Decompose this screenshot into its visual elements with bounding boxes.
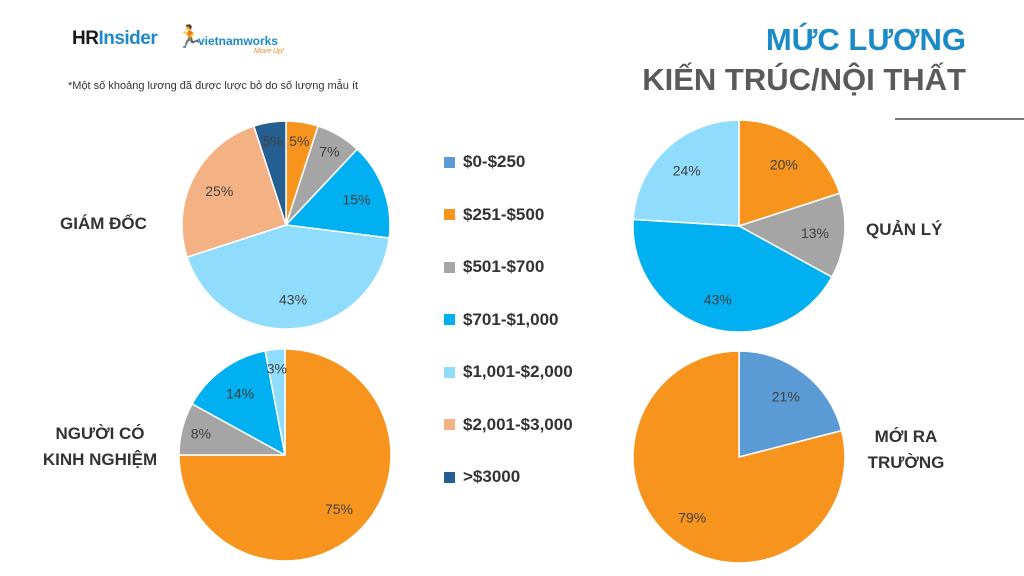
- pie-data-label: 25%: [205, 183, 233, 199]
- pie-title-quan-ly: QUẢN LÝ: [866, 220, 943, 239]
- legend-item-2-001-3-000: $2,001-$3,000: [444, 415, 573, 435]
- vietnamworks-logo-text: vietnamworks: [198, 34, 279, 48]
- logo-insider-text: Insider: [98, 28, 158, 49]
- pie-data-label: 43%: [279, 292, 307, 308]
- legend-swatch: [444, 314, 455, 325]
- page-subtitle: KIẾN TRÚC/NỘI THẤT: [642, 62, 966, 97]
- legend-item-701-1-000: $701-$1,000: [444, 310, 558, 330]
- pie-data-label: 13%: [801, 225, 829, 241]
- legend-swatch: [444, 156, 455, 168]
- pie-data-label: 20%: [770, 156, 798, 172]
- pie-chart-giam-doc: 5% 7% 15% 43% 25% 5%: [181, 120, 391, 330]
- pie-slice-701-1-000: [632, 218, 833, 333]
- pie-data-label: 21%: [772, 389, 800, 405]
- pie-data-label: 5%: [263, 133, 283, 149]
- pie-data-label: 75%: [325, 501, 353, 517]
- legend-item-1-001-2-000: $1,001-$2,000: [444, 362, 573, 382]
- legend-label: $251-$500: [463, 204, 545, 224]
- hr-insider-logo: HRInsider: [72, 28, 158, 50]
- pie-slice-1-001-2-000: [264, 348, 286, 456]
- pie-slice-251-500: [178, 348, 392, 562]
- legend-swatch: [444, 366, 455, 378]
- pie-title-moi-ra-truong: MỚI RA TRƯỜNG: [858, 424, 954, 476]
- pie-slice-2-001-3-000: [181, 125, 287, 259]
- pie-title-giam-doc: GIÁM ĐỐC: [60, 214, 147, 233]
- legend-swatch: [444, 471, 455, 483]
- pie-slice-251-500: [738, 119, 841, 228]
- pie-title-line1: NGƯỜI CÓ: [55, 424, 145, 443]
- legend-item-0-250: $0-$250: [444, 152, 525, 172]
- pie-data-label: 14%: [226, 385, 254, 401]
- legend-item-3000: >$3000: [444, 467, 520, 487]
- pie-chart-quan-ly: 20% 13% 43% 24%: [632, 119, 846, 333]
- title-divider: [895, 118, 1024, 120]
- pie-data-label: 5%: [289, 133, 309, 149]
- legend-item-501-700: $501-$700: [444, 257, 544, 277]
- pie-title-line2: TRƯỜNG: [867, 453, 945, 472]
- vietnamworks-tagline: Move Up!: [254, 48, 284, 55]
- pie-slice-251-500: [632, 350, 846, 564]
- pie-slice-501-700: [737, 192, 846, 279]
- pie-slice-701-1-000: [191, 349, 287, 457]
- pie-slice-0-250: [738, 350, 843, 458]
- legend-swatch: [444, 419, 455, 430]
- legend-label: $1,001-$2,000: [463, 362, 573, 381]
- pie-data-label: 8%: [191, 425, 211, 441]
- runner-icon: 🏃: [176, 24, 204, 49]
- page-title: MỨC LƯƠNG: [765, 22, 966, 57]
- pie-chart-nguoi-co-kinh-nghiem: 75% 8% 14% 3%: [178, 348, 392, 562]
- pie-data-label: 7%: [319, 144, 339, 160]
- legend-swatch: [444, 209, 455, 220]
- pie-data-label: 43%: [704, 291, 732, 307]
- legend-label: $2,001-$3,000: [463, 414, 573, 434]
- logo-hr-text: HR: [72, 28, 99, 49]
- legend-swatch: [444, 261, 455, 273]
- pie-title-nguoi-co-kinh-nghiem: NGƯỜI CÓ KINH NGHIỆM: [37, 421, 163, 473]
- legend-label: $701-$1,000: [463, 309, 559, 329]
- vietnamworks-logo: 🏃 vietnamworks Move Up!: [176, 24, 296, 58]
- pie-data-label: 3%: [267, 360, 287, 376]
- legend-label: $0-$250: [463, 152, 526, 171]
- pie-data-label: 15%: [342, 192, 370, 208]
- legend-label: >$3000: [463, 467, 521, 486]
- pie-data-label: 79%: [678, 509, 706, 525]
- pie-title-line1: MỚI RA: [874, 427, 938, 446]
- pie-slice-3000: [252, 120, 287, 226]
- footnote: *Một số khoảng lương đã được lược bỏ do …: [68, 80, 359, 92]
- pie-title-line2: KINH NGHIỆM: [42, 450, 158, 469]
- pie-slice-701-1-000: [284, 148, 391, 239]
- legend-label: $501-$700: [463, 257, 545, 276]
- pie-chart-moi-ra-truong: 21% 79%: [632, 350, 846, 564]
- pie-slice-1-001-2-000: [632, 119, 740, 227]
- legend-item-251-500: $251-$500: [444, 205, 544, 225]
- pie-slice-1-001-2-000: [186, 224, 391, 330]
- pie-data-label: 24%: [673, 162, 701, 178]
